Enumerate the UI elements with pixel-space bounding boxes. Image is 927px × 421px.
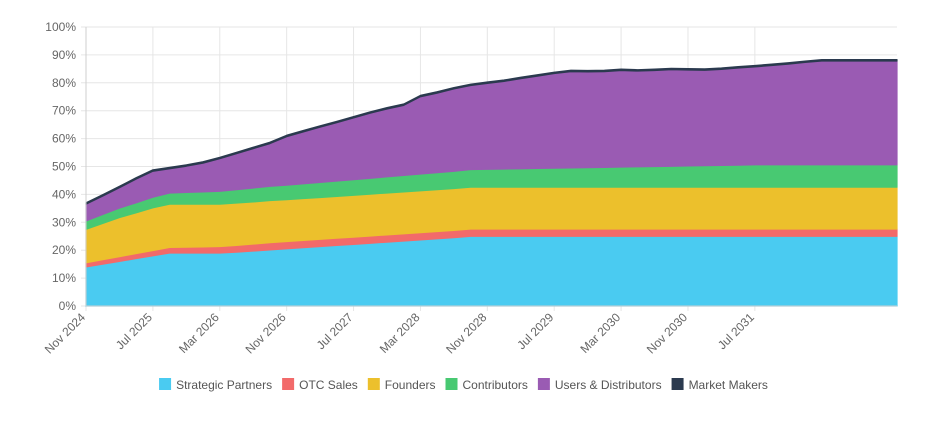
- series-areas: [85, 59, 898, 307]
- x-tick-label: Nov 2030: [644, 310, 690, 356]
- y-tick-label: 90%: [52, 48, 76, 62]
- legend-swatch: [282, 378, 295, 390]
- y-tick-label: 40%: [52, 187, 76, 201]
- x-tick-label: Mar 2030: [577, 310, 623, 356]
- y-tick-label: 60%: [52, 132, 76, 146]
- x-tick-label: Jul 2027: [314, 310, 356, 352]
- y-tick-label: 0%: [59, 299, 77, 313]
- x-tick-label: Jul 2031: [715, 310, 757, 352]
- legend-swatch: [671, 378, 684, 390]
- legend-label: Contributors: [463, 378, 528, 392]
- legend-swatch: [445, 378, 458, 390]
- legend-swatch: [159, 378, 172, 390]
- legend-label: Founders: [385, 378, 436, 392]
- legend-item-founders[interactable]: Founders: [367, 378, 436, 392]
- x-tick-label: Mar 2026: [176, 310, 222, 356]
- legend-swatch: [367, 378, 380, 390]
- legend-label: Strategic Partners: [176, 378, 272, 392]
- legend-item-otc-sales[interactable]: OTC Sales: [282, 378, 358, 392]
- legend-label: Market Makers: [689, 378, 768, 392]
- legend-item-market-makers[interactable]: Market Makers: [671, 378, 768, 392]
- x-tick-label: Jul 2029: [514, 310, 556, 352]
- y-tick-label: 50%: [52, 160, 76, 174]
- legend-label: Users & Distributors: [555, 378, 662, 392]
- y-tick-label: 20%: [52, 243, 76, 257]
- legend-label: OTC Sales: [299, 378, 358, 392]
- x-tick-label: Mar 2028: [377, 310, 423, 356]
- y-tick-label: 100%: [45, 20, 76, 34]
- series-area-market-makers[interactable]: [85, 59, 898, 205]
- legend-swatch: [537, 378, 550, 390]
- y-tick-label: 30%: [52, 215, 76, 229]
- y-tick-label: 10%: [52, 271, 76, 285]
- x-tick-label: Nov 2028: [443, 310, 489, 356]
- x-tick-label: Nov 2026: [243, 310, 289, 356]
- legend-item-users-distributors[interactable]: Users & Distributors: [537, 378, 662, 392]
- legend[interactable]: Strategic Partners OTC Sales Founders Contr…: [159, 378, 768, 392]
- legend-item-contributors[interactable]: Contributors: [445, 378, 528, 392]
- y-tick-label: 80%: [52, 76, 76, 90]
- legend-item-strategic-partners[interactable]: Strategic Partners: [159, 378, 272, 392]
- y-tick-label: 70%: [52, 104, 76, 118]
- x-tick-label: Nov 2024: [42, 310, 88, 356]
- x-tick-label: Jul 2025: [113, 310, 155, 352]
